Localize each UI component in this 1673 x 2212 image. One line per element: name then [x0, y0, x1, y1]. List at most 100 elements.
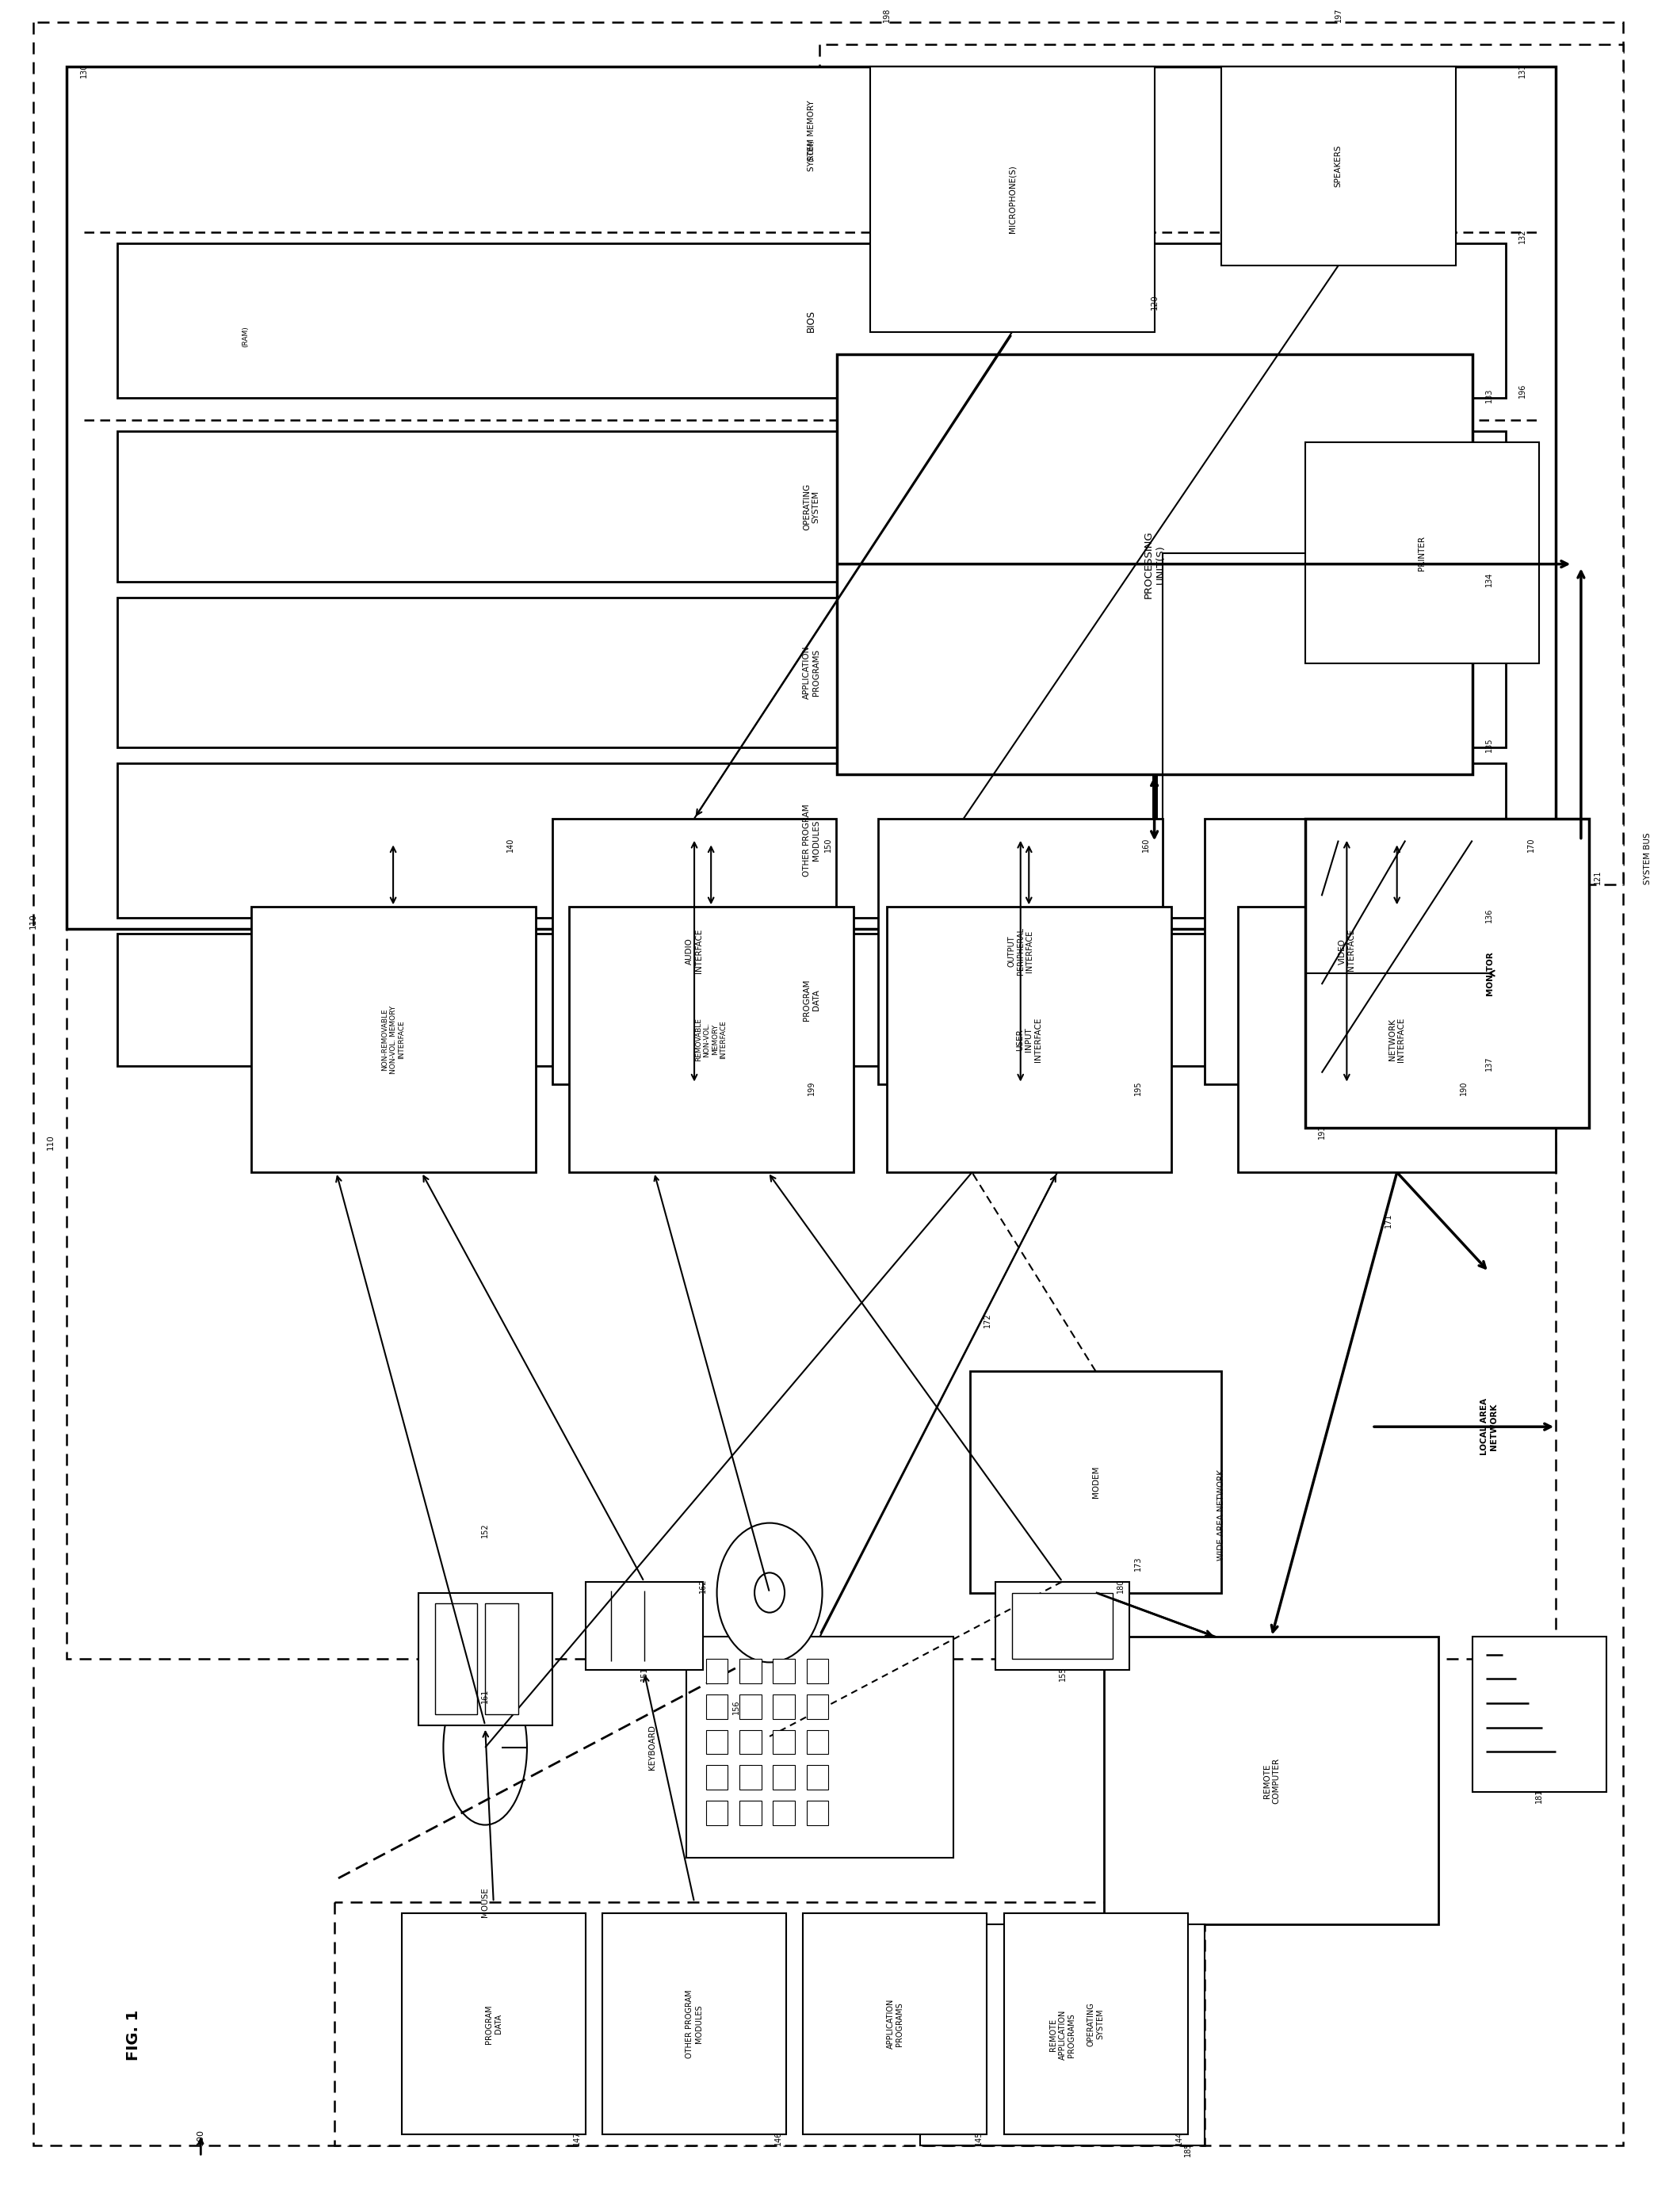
Text: 171: 171 [1385, 1212, 1392, 1228]
Text: NETWORK
INTERFACE: NETWORK INTERFACE [1389, 1018, 1405, 1062]
Polygon shape [706, 1765, 728, 1790]
Polygon shape [435, 1604, 477, 1714]
Polygon shape [739, 1694, 761, 1719]
Text: 151: 151 [641, 1666, 647, 1681]
Polygon shape [1221, 66, 1456, 265]
Text: 195: 195 [1134, 1079, 1141, 1095]
Text: MONITOR: MONITOR [1486, 951, 1494, 995]
Text: 161: 161 [482, 1688, 489, 1703]
Text: WIDE AREA NETWORK: WIDE AREA NETWORK [1218, 1469, 1225, 1562]
Text: (ROM): (ROM) [808, 139, 815, 161]
Polygon shape [806, 1694, 828, 1719]
Text: PRINTER: PRINTER [1419, 535, 1425, 571]
Polygon shape [820, 44, 1623, 885]
Text: 130: 130 [80, 62, 87, 77]
Text: 180: 180 [1118, 1577, 1124, 1593]
Text: 134: 134 [1486, 571, 1492, 586]
Text: 185: 185 [1184, 2141, 1191, 2157]
Text: SPEAKERS: SPEAKERS [1335, 144, 1342, 188]
Text: 150: 150 [825, 836, 831, 852]
Polygon shape [739, 1730, 761, 1754]
Polygon shape [1305, 818, 1589, 1128]
Text: 133: 133 [1486, 387, 1492, 403]
Polygon shape [335, 1902, 1205, 2146]
Text: 110: 110 [47, 1135, 54, 1150]
Text: 110: 110 [30, 914, 37, 929]
Text: PROGRAM
DATA: PROGRAM DATA [803, 980, 820, 1020]
Polygon shape [773, 1730, 795, 1754]
Polygon shape [1205, 818, 1489, 1084]
Ellipse shape [443, 1670, 527, 1825]
Text: 146: 146 [775, 2130, 781, 2146]
Text: APPLICATION
PROGRAMS: APPLICATION PROGRAMS [887, 2000, 903, 2048]
Text: 156: 156 [733, 1699, 739, 1714]
Polygon shape [1012, 1593, 1113, 1659]
Polygon shape [806, 1730, 828, 1754]
Text: 120: 120 [1151, 294, 1158, 310]
Circle shape [718, 1522, 823, 1663]
Text: 137: 137 [1486, 1055, 1492, 1071]
Text: APPLICATION
PROGRAMS: APPLICATION PROGRAMS [803, 646, 820, 699]
Polygon shape [251, 907, 535, 1172]
Polygon shape [706, 1730, 728, 1754]
Polygon shape [117, 597, 1506, 748]
Polygon shape [1104, 1637, 1439, 1924]
Text: 140: 140 [507, 836, 514, 852]
Polygon shape [117, 431, 1506, 582]
Polygon shape [67, 66, 1556, 1659]
Text: MOUSE: MOUSE [482, 1887, 489, 1918]
Text: 181: 181 [1536, 1787, 1543, 1803]
Text: REMOTE
COMPUTER: REMOTE COMPUTER [1263, 1759, 1280, 1803]
Polygon shape [602, 1913, 786, 2135]
Polygon shape [806, 1801, 828, 1825]
Text: 197: 197 [1335, 7, 1342, 22]
Polygon shape [117, 763, 1506, 918]
Text: BIOS: BIOS [806, 310, 816, 332]
Polygon shape [569, 907, 853, 1172]
Polygon shape [887, 907, 1171, 1172]
Text: OTHER PROGRAM
MODULES: OTHER PROGRAM MODULES [803, 805, 820, 876]
Text: 155: 155 [1059, 1666, 1066, 1681]
Text: PROGRAM
DATA: PROGRAM DATA [485, 2004, 502, 2044]
Polygon shape [878, 818, 1163, 1084]
Circle shape [755, 1573, 785, 1613]
Text: AUDIO
INTERFACE: AUDIO INTERFACE [686, 929, 703, 973]
Text: 100: 100 [197, 2128, 204, 2146]
Polygon shape [706, 1659, 728, 1683]
Text: 145: 145 [975, 2130, 982, 2146]
Polygon shape [418, 1593, 552, 1725]
Polygon shape [739, 1659, 761, 1683]
Text: SYSTEM MEMORY: SYSTEM MEMORY [808, 100, 815, 170]
Polygon shape [485, 1604, 519, 1714]
Text: NON-REMOVABLE
NON-VOL. MEMORY
INTERFACE: NON-REMOVABLE NON-VOL. MEMORY INTERFACE [381, 1006, 405, 1073]
Text: 170: 170 [1527, 836, 1534, 852]
Polygon shape [773, 1765, 795, 1790]
Text: 135: 135 [1486, 737, 1492, 752]
Text: USER
INPUT
INTERFACE: USER INPUT INTERFACE [1016, 1018, 1042, 1062]
Text: 190: 190 [1461, 1079, 1467, 1095]
Polygon shape [706, 1694, 728, 1719]
Text: OPERATING
SYSTEM: OPERATING SYSTEM [803, 482, 820, 531]
Text: KEYBOARD: KEYBOARD [649, 1725, 656, 1770]
Polygon shape [806, 1765, 828, 1790]
Text: 173: 173 [1134, 1555, 1141, 1571]
Polygon shape [686, 1637, 954, 1858]
Text: OPERATING
SYSTEM: OPERATING SYSTEM [1087, 2002, 1104, 2046]
Text: REMOTE
APPLICATION
PROGRAMS: REMOTE APPLICATION PROGRAMS [1049, 2011, 1076, 2059]
Polygon shape [773, 1801, 795, 1825]
Text: 198: 198 [883, 7, 890, 22]
Polygon shape [586, 1582, 703, 1670]
Text: 162: 162 [699, 1577, 706, 1593]
Polygon shape [836, 354, 1472, 774]
Polygon shape [706, 1801, 728, 1825]
Text: 191: 191 [1318, 1124, 1325, 1139]
Polygon shape [773, 1659, 795, 1683]
Text: OUTPUT
PERIPHERAL
INTERFACE: OUTPUT PERIPHERAL INTERFACE [1007, 927, 1034, 975]
Text: 144: 144 [1176, 2130, 1183, 2146]
Text: OTHER PROGRAM
MODULES: OTHER PROGRAM MODULES [686, 1989, 703, 2059]
Text: 147: 147 [574, 2130, 581, 2146]
Text: LOCAL AREA
NETWORK: LOCAL AREA NETWORK [1481, 1398, 1497, 1455]
Polygon shape [970, 1371, 1221, 1593]
Text: PROCESSING
UNIT(S): PROCESSING UNIT(S) [1143, 531, 1166, 597]
Polygon shape [33, 22, 1623, 2146]
